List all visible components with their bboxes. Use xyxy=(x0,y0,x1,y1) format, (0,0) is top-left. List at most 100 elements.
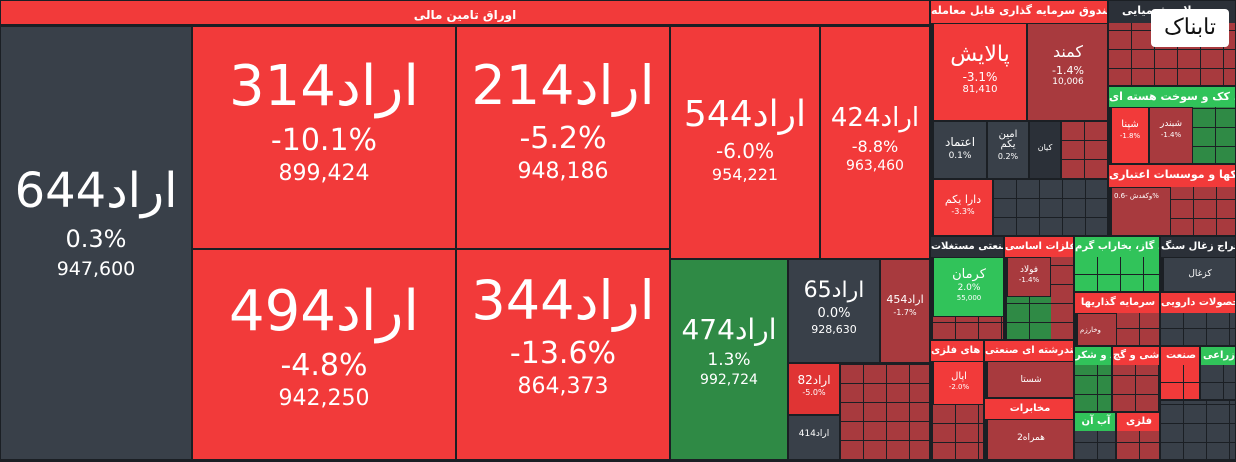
tile-kerman[interactable]: کرمان 2.0% 55,000 xyxy=(933,257,1003,317)
sector-abe[interactable]: آب آن xyxy=(1074,412,1116,460)
tile-arad474[interactable]: اراد474 1.3% 992,724 xyxy=(670,259,788,460)
sector-invest-header[interactable]: سرمایه گذاریها xyxy=(1075,293,1159,313)
tile-vakhariz[interactable]: وکغدش -0.6% xyxy=(1111,187,1171,235)
tile-arad65[interactable]: اراد65 0.0% 928,630 xyxy=(788,259,880,363)
sector-misc-corner[interactable] xyxy=(1160,400,1236,460)
sector-title: عرضه برق، گاز، بخاراب گرم xyxy=(1075,241,1159,252)
tile-val: 81,410 xyxy=(962,84,998,96)
sector-sanat-header[interactable]: صنعت xyxy=(1161,347,1199,365)
sector-nuclear[interactable]: فرآورده های نفتی، کک و سوخت هسته ای شپنا… xyxy=(1108,86,1236,164)
tile-symbol: دارا یکم xyxy=(944,193,982,206)
sector-metal-ores[interactable]: استخراج کانه های فلزی اپال -2.0% xyxy=(930,340,984,460)
tile-symbol: کرمان xyxy=(952,267,986,282)
sector-pharma[interactable]: مواد و محصولات دارویی xyxy=(1160,292,1236,346)
multi-tiles xyxy=(933,317,1003,339)
tile-funds-misc2[interactable] xyxy=(993,179,1107,235)
sanat-tiles xyxy=(1161,365,1199,399)
sector-bonds-header[interactable]: اوراق تامین مالی xyxy=(0,0,930,26)
tile-symbol: اراد544 xyxy=(683,94,807,135)
sector-zeraei[interactable]: زراعی xyxy=(1200,346,1236,400)
sector-feleze-header[interactable]: فلزی xyxy=(1117,413,1159,431)
tabnak-logo: تابناک xyxy=(1151,9,1229,47)
tile-shasta[interactable]: شستا xyxy=(987,361,1073,397)
sector-title: فلزات اساسی xyxy=(1005,241,1074,252)
sector-telecom[interactable]: مخابرات همراه2 xyxy=(984,398,1074,460)
sector-power-header[interactable]: عرضه برق، گاز، بخاراب گرم xyxy=(1075,237,1159,257)
tile-symbol: اعتماد xyxy=(944,135,976,149)
tile-pct: -6.0% xyxy=(715,139,775,163)
tile-symbol: پالایش xyxy=(950,42,1010,67)
tile-symbol: اراد65 xyxy=(803,278,865,303)
tile-funds-misc[interactable] xyxy=(1061,121,1107,179)
power-tiles xyxy=(1075,257,1159,291)
tile-symbol: اراد474 xyxy=(681,313,777,346)
tile-shepna[interactable]: شپنا -1.8% xyxy=(1111,107,1149,163)
sector-industrial[interactable]: چندرشته ای صنعتی شستا xyxy=(984,340,1074,398)
tile-symbol: اراد644 xyxy=(14,163,178,219)
sector-title: بانکها و موسسات اعتباری xyxy=(1109,168,1236,181)
sector-title: چندرشته ای صنعتی مستغلات xyxy=(931,241,1003,252)
sector-power[interactable]: عرضه برق، گاز، بخاراب گرم xyxy=(1074,236,1160,292)
tile-kamand[interactable]: کمند -1.4% 10,006 xyxy=(1027,23,1107,121)
sector-invest[interactable]: سرمایه گذاریها وخارزم xyxy=(1074,292,1160,346)
tile-arad544[interactable]: اراد544 -6.0% 954,221 xyxy=(670,26,820,259)
tile-dara[interactable]: دارا یکم -3.3% xyxy=(933,179,993,235)
sector-nuclear-header[interactable]: فرآورده های نفتی، کک و سوخت هسته ای xyxy=(1109,87,1235,107)
sector-sanat[interactable]: صنعت xyxy=(1160,346,1200,400)
tile-arad414[interactable]: اراد414 xyxy=(788,415,840,460)
sector-multi-header[interactable]: چندرشته ای صنعتی مستغلات xyxy=(931,237,1003,257)
sector-shekar-header[interactable]: قند و شکر xyxy=(1075,347,1111,365)
sector-funds[interactable]: صندوق سرمایه گذاری قابل معامله پالایش -3… xyxy=(930,0,1108,236)
tile-val: 55,000 xyxy=(956,293,982,302)
sector-industrial-header[interactable]: چندرشته ای صنعتی xyxy=(985,341,1073,361)
sector-basic-metals[interactable]: فلزات اساسی فولاد -1.4% xyxy=(1004,236,1074,340)
tile-foolad[interactable]: فولاد -1.4% xyxy=(1007,257,1051,297)
tile-kazghal[interactable]: کزغال xyxy=(1163,257,1235,291)
tile-symbol: اراد414 xyxy=(798,429,830,439)
tile-arad214[interactable]: اراد214 -5.2% 948,186 xyxy=(456,26,670,249)
sector-chem[interactable]: محصولات شیمیایی تابناک xyxy=(1108,0,1236,86)
sector-multi[interactable]: چندرشته ای صنعتی مستغلات کرمان 2.0% 55,0… xyxy=(930,236,1004,340)
tile-apal[interactable]: اپال -2.0% xyxy=(933,361,983,405)
sector-telecom-header[interactable]: مخابرات xyxy=(985,399,1073,419)
sector-metal-ores-header[interactable]: استخراج کانه های فلزی xyxy=(931,341,983,361)
metals-tiles-2 xyxy=(1007,297,1051,339)
tile-kian[interactable]: کیان xyxy=(1029,121,1061,179)
tile-arad314[interactable]: اراد314 -10.1% 899,424 xyxy=(192,26,456,249)
tile-hamrah[interactable]: همراه2 xyxy=(987,419,1073,459)
sector-shekar[interactable]: قند و شکر xyxy=(1074,346,1112,412)
tile-arad494[interactable]: اراد494 -4.8% 942,250 xyxy=(192,249,456,460)
tile-palayesh[interactable]: پالایش -3.1% 81,410 xyxy=(933,23,1027,121)
tile-shebandar[interactable]: شبندر -1.4% xyxy=(1149,107,1193,163)
tile-pct: -8.8% xyxy=(851,137,899,156)
tile-arad454[interactable]: اراد454 -1.7% xyxy=(880,259,930,363)
tile-symbol: همراه2 xyxy=(1017,433,1045,443)
sector-credit-header[interactable]: بانکها و موسسات اعتباری xyxy=(1109,165,1236,187)
tile-bonds-misc[interactable] xyxy=(840,363,930,460)
sector-feleze[interactable]: فلزی xyxy=(1116,412,1160,460)
tile-symbol: شبندر xyxy=(1159,119,1183,129)
tile-arad344[interactable]: اراد344 -13.6% 864,373 xyxy=(456,249,670,460)
sector-funds-header[interactable]: صندوق سرمایه گذاری قابل معامله xyxy=(931,1,1107,23)
sector-basic-metals-header[interactable]: فلزات اساسی xyxy=(1005,237,1074,257)
misc-tiles-pattern xyxy=(1062,122,1107,178)
sector-kashi[interactable]: کاشی و گچ xyxy=(1112,346,1160,412)
shekar-tiles xyxy=(1075,365,1111,411)
tile-etemad[interactable]: اعتماد 0.1% xyxy=(933,121,987,179)
tile-pct: -3.1% xyxy=(962,70,998,84)
tile-val: 864,373 xyxy=(517,374,609,399)
sector-kashi-header[interactable]: کاشی و گچ xyxy=(1113,347,1159,365)
sector-zeraei-header[interactable]: زراعی xyxy=(1201,347,1235,365)
tile-vkharzam[interactable]: وخارزم xyxy=(1077,313,1117,345)
sector-abe-header[interactable]: آب آن xyxy=(1075,413,1115,431)
sector-coal[interactable]: استخراج زغال سنگ کزغال xyxy=(1160,236,1236,292)
sector-coal-header[interactable]: استخراج زغال سنگ xyxy=(1161,237,1235,257)
metals-tiles xyxy=(1051,257,1073,339)
tile-symbol: امین یکم xyxy=(998,129,1018,150)
tile-arad82[interactable]: اراد82 -5.0% xyxy=(788,363,840,415)
tile-arad424[interactable]: اراد424 -8.8% 963,460 xyxy=(820,26,930,259)
sector-credit[interactable]: بانکها و موسسات اعتباری وکغدش -0.6% xyxy=(1108,164,1236,236)
tile-arad644[interactable]: اراد644 0.3% 947,600 xyxy=(0,26,192,460)
sector-pharma-header[interactable]: مواد و محصولات دارویی xyxy=(1161,293,1235,313)
tile-amin[interactable]: امین یکم 0.2% xyxy=(987,121,1029,179)
